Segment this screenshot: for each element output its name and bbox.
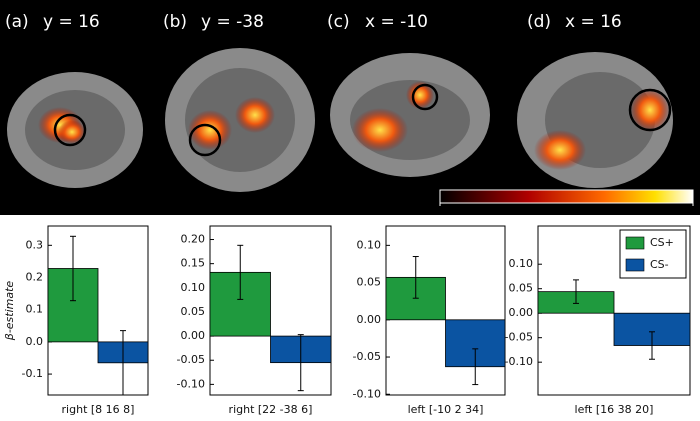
colorbar-label: 4.0 (684, 205, 700, 218)
y-tick-label: 0.00 (181, 329, 206, 342)
y-axis-label: β-estimate (3, 281, 16, 342)
y-tick-label: 0.05 (357, 276, 382, 289)
y-tick-label: 0.00 (357, 313, 382, 326)
y-tick-label: 0.00 (509, 306, 534, 319)
y-tick-label: 0.20 (181, 233, 206, 246)
y-tick-label: 0.3 (26, 238, 44, 251)
y-tick-label: -0.05 (353, 350, 381, 363)
x-tick-label: left [-10 2 34] (408, 403, 484, 416)
y-tick-label: 0.10 (509, 257, 534, 270)
y-tick-label: -0.05 (505, 331, 533, 344)
y-tick-label: -0.1 (22, 367, 43, 380)
legend-label: CS+ (650, 236, 674, 249)
legend-swatch (625, 236, 645, 250)
colorbar (439, 189, 694, 204)
panel-title: y = 16 (43, 12, 100, 32)
y-tick-label: -0.05 (177, 353, 205, 366)
y-tick-label: 0.05 (509, 282, 534, 295)
y-tick-label: 0.10 (357, 238, 382, 251)
y-tick-label: 0.05 (181, 305, 206, 318)
panel-title: y = -38 (201, 12, 264, 32)
brain-images (7, 48, 673, 192)
panel-label: (b) (163, 12, 187, 32)
legend-label: CS- (650, 258, 669, 271)
x-tick-label: left [16 38 20] (575, 403, 654, 416)
x-tick-label: right [8 16 8] (62, 403, 135, 416)
legend-swatch (625, 258, 645, 272)
x-tick-label: right [22 -38 6] (229, 403, 313, 416)
colorbar-label: 1.5 (431, 205, 449, 218)
y-tick-label: 0.10 (181, 281, 206, 294)
panel-title: x = -10 (365, 12, 428, 32)
y-tick-label: -0.10 (177, 377, 205, 390)
y-tick-label: 0.0 (26, 335, 44, 348)
y-tick-label: 0.1 (26, 303, 44, 316)
y-tick-label: -0.10 (353, 387, 381, 400)
y-tick-label: 0.2 (26, 271, 44, 284)
y-tick-label: -0.10 (505, 355, 533, 368)
y-tick-label: 0.15 (181, 257, 206, 270)
panel-label: (a) (5, 12, 29, 32)
panel-label: (d) (527, 12, 551, 32)
panel-label: (c) (327, 12, 350, 32)
panel-title: x = 16 (565, 12, 622, 32)
